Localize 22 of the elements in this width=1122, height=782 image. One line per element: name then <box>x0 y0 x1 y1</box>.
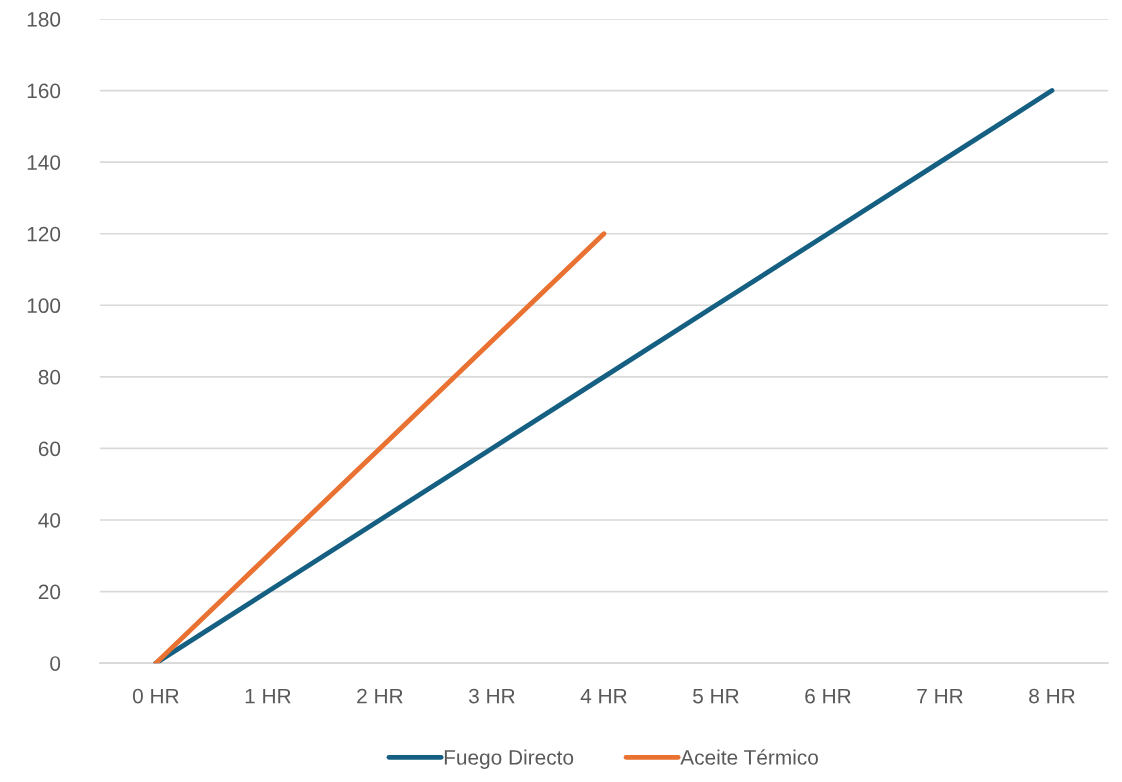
x-tick-label: 0 HR <box>132 688 179 704</box>
x-tick-label: 4 HR <box>580 688 627 704</box>
y-tick-label: 60 <box>38 441 61 457</box>
y-tick-label: 0 <box>50 656 61 671</box>
y-tick-label: 160 <box>27 83 61 99</box>
y-tick-label: 140 <box>27 155 61 170</box>
y-tick-label: 20 <box>38 584 61 600</box>
x-tick-label: 3 HR <box>468 688 515 704</box>
x-tick-label: 5 HR <box>693 688 739 704</box>
y-tick-label: 120 <box>27 226 61 242</box>
line-series <box>153 231 607 664</box>
x-tick-label: 7 HR <box>917 688 963 704</box>
legend-label: Fuego Directo <box>444 749 574 769</box>
x-tick-label: 8 HR <box>1029 688 1075 704</box>
y-tick-label: 40 <box>38 513 61 528</box>
y-tick-label: 80 <box>38 369 61 385</box>
x-tick-label: 6 HR <box>805 688 851 704</box>
x-tick-label: 2 HR <box>357 688 403 704</box>
legend-label: Aceite Térmico <box>680 749 818 765</box>
y-tick-label: 100 <box>27 298 61 314</box>
y-tick-label: 180 <box>27 12 61 27</box>
x-tick-label: 1 HR <box>245 688 291 704</box>
